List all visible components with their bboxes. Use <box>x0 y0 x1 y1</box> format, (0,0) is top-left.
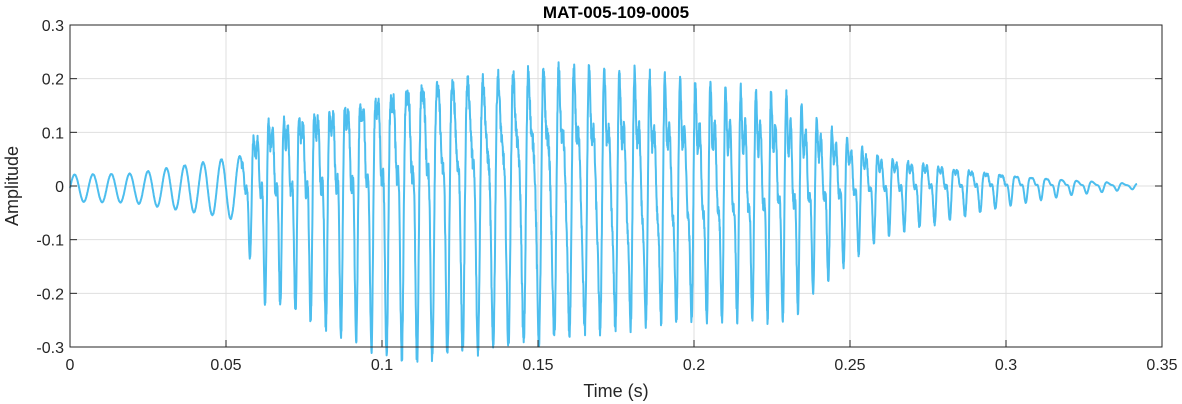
x-tick-label: 0.2 <box>683 357 705 374</box>
y-tick-label: -0.2 <box>36 286 64 303</box>
y-axis-label: Amplitude <box>2 146 22 226</box>
y-tick-label: 0.3 <box>42 18 64 35</box>
y-axis: 0.3 0.2 0.1 0 -0.1 -0.2 -0.3 <box>36 18 1162 357</box>
x-tick-label: 0 <box>66 357 75 374</box>
y-tick-label: -0.1 <box>36 233 64 250</box>
y-tick-label: -0.3 <box>36 340 64 357</box>
x-axis: 0 0.05 0.1 0.15 0.2 0.25 0.3 0.35 <box>66 25 1178 374</box>
x-tick-label: 0.25 <box>834 357 865 374</box>
chart-title: MAT-005-109-0005 <box>543 3 689 22</box>
x-tick-label: 0.35 <box>1146 357 1177 374</box>
y-tick-label: 0 <box>55 179 64 196</box>
x-tick-label: 0.1 <box>371 357 393 374</box>
y-tick-label: 0.2 <box>42 72 64 89</box>
series-group <box>69 61 1138 363</box>
x-tick-label: 0.15 <box>522 357 553 374</box>
amplitude-series-line <box>69 61 1138 363</box>
x-axis-label: Time (s) <box>583 381 648 401</box>
x-tick-label: 0.3 <box>995 357 1017 374</box>
x-tick-label: 0.05 <box>210 357 241 374</box>
y-tick-label: 0.1 <box>42 125 64 142</box>
